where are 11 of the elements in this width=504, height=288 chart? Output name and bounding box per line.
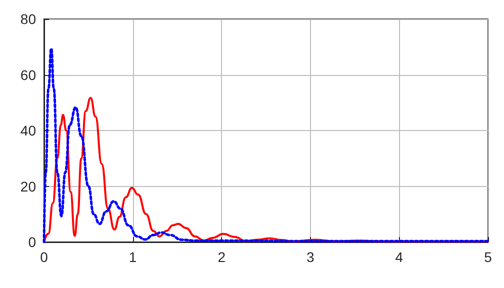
y-tick-label: 60 [20,66,36,83]
y-tick-label: 40 [20,122,36,138]
x-tick-label: 4 [395,249,404,265]
y-tick-label: 0 [28,234,36,250]
x-tick-label: 3 [306,249,314,265]
y-tick-label: 80 [20,11,36,27]
x-tick-label: 0 [40,249,48,265]
x-tick-label: 2 [218,249,226,265]
y-tick-label: 20 [20,178,36,194]
x-tick-label: 5 [484,249,492,265]
x-tick-label: 1 [128,249,137,265]
